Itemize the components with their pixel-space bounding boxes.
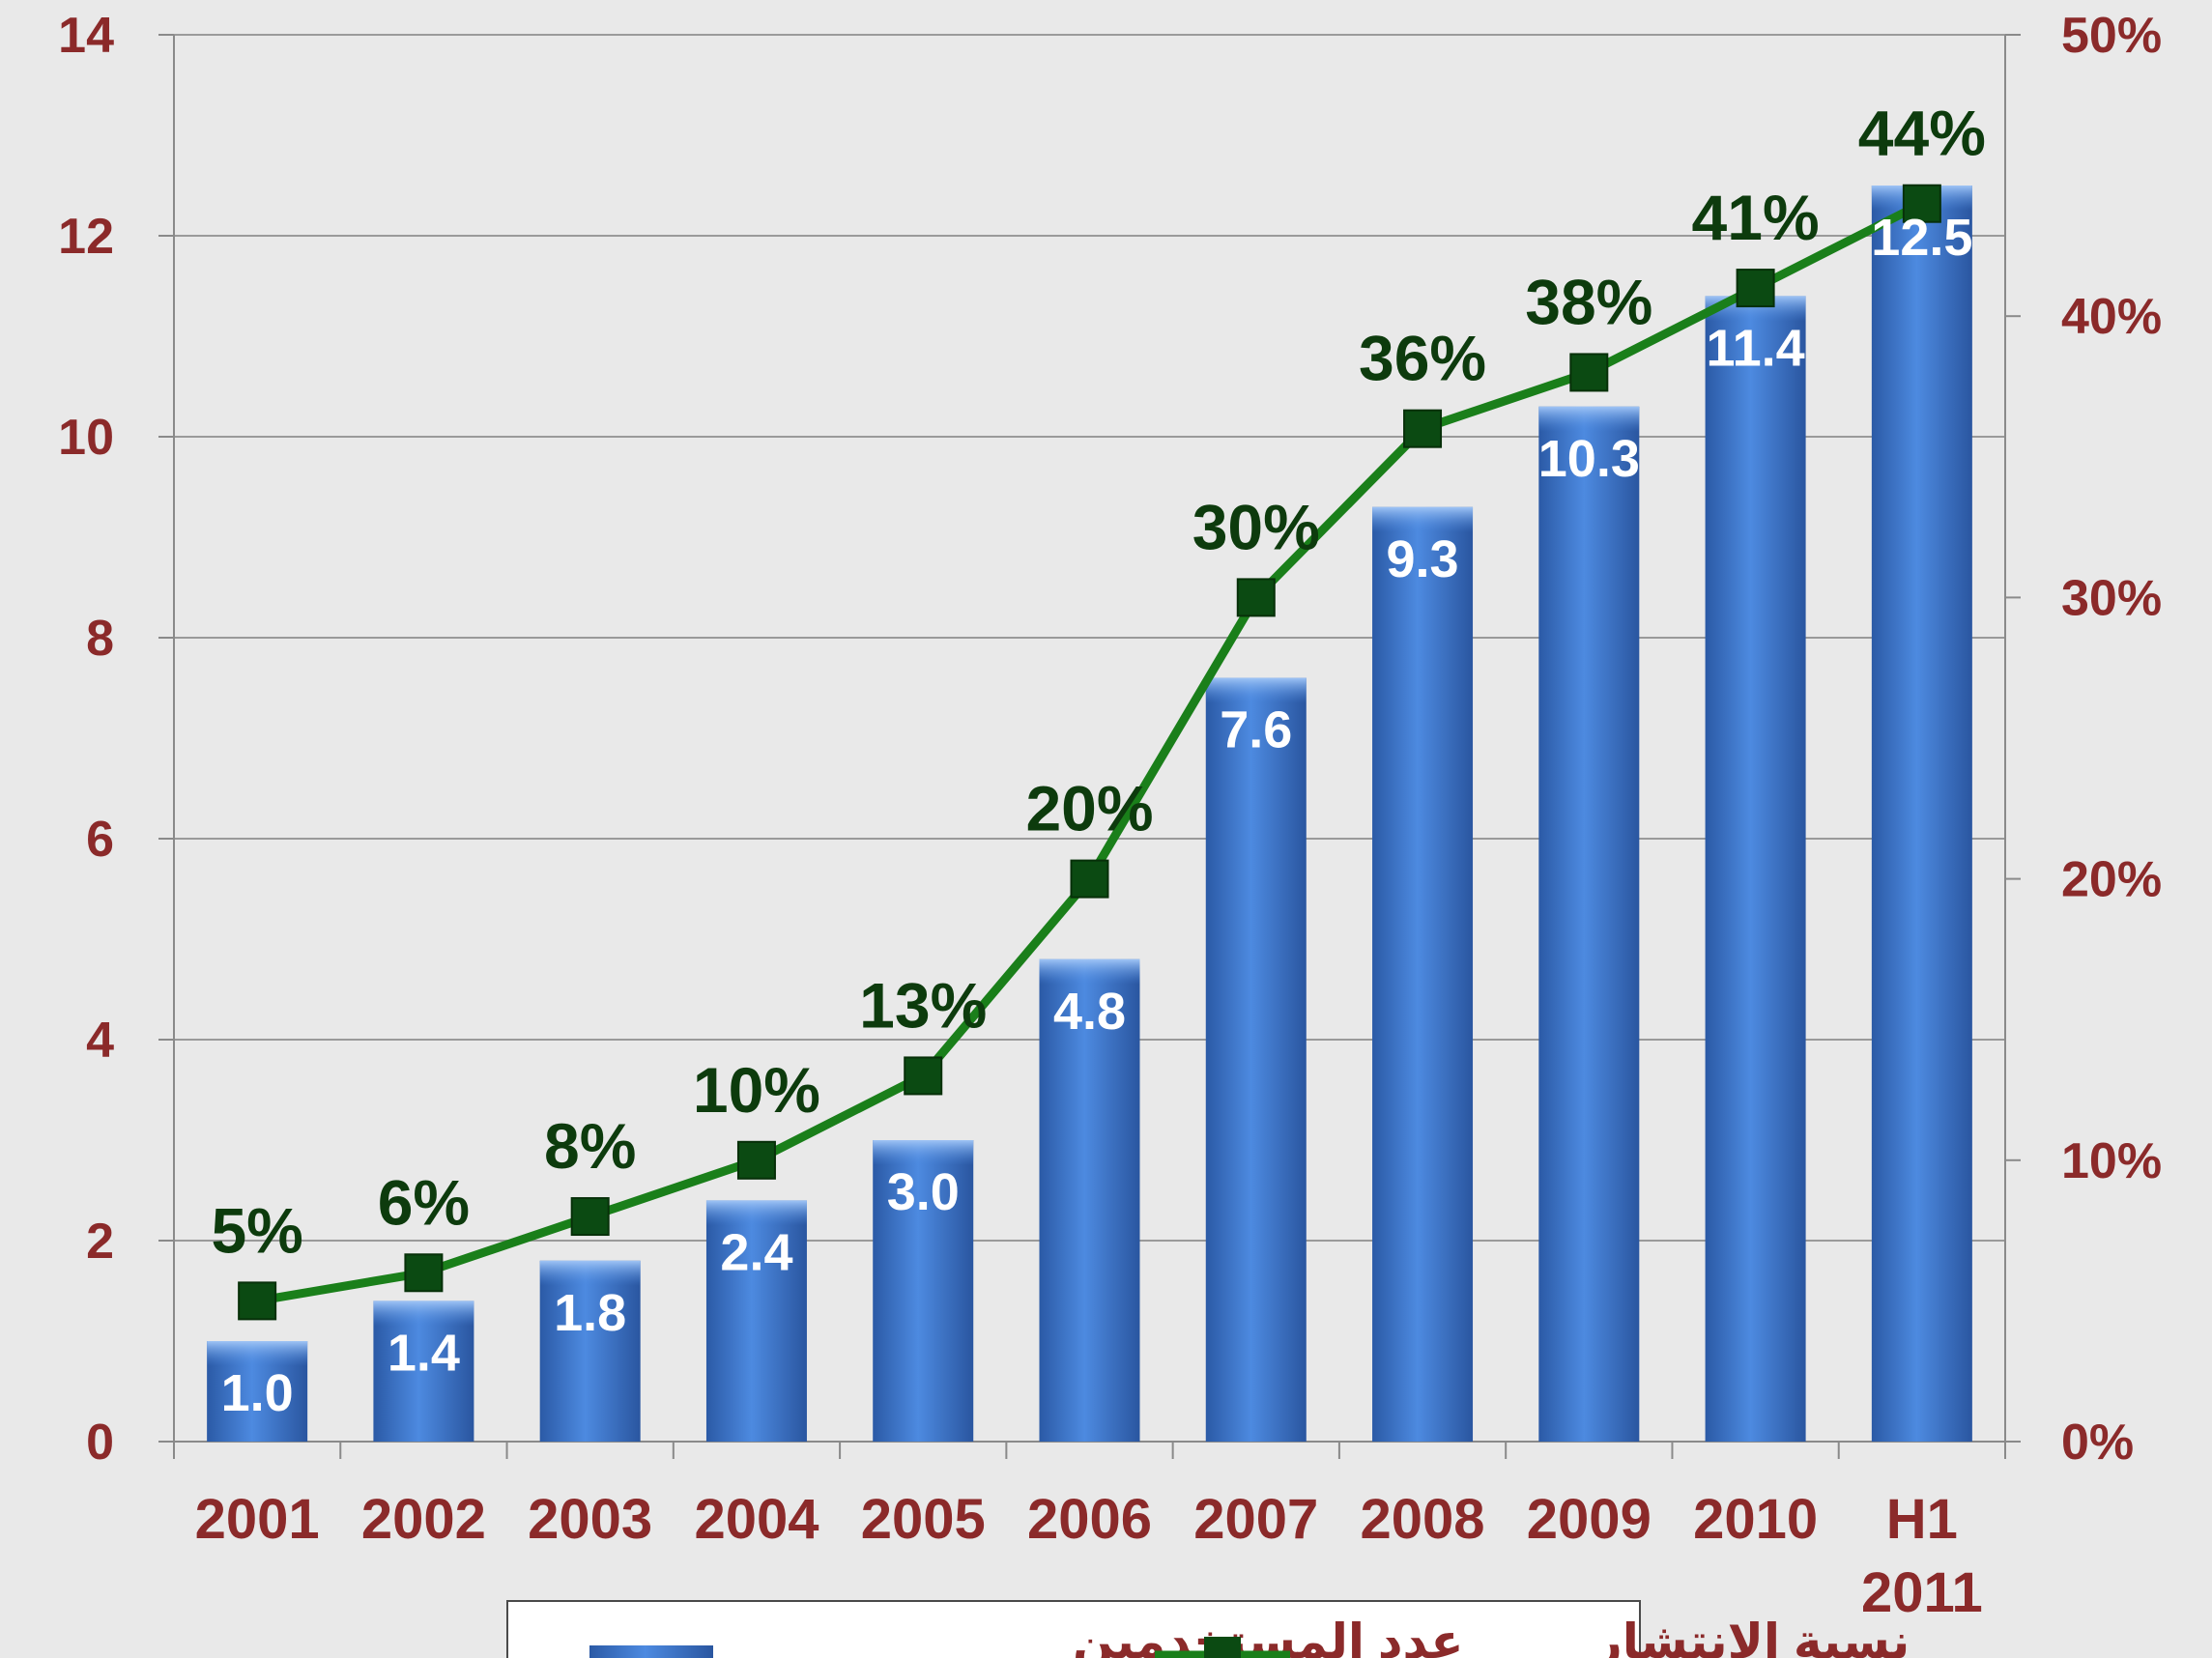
bar-value-label: 1.4	[388, 1324, 460, 1382]
bar-value-label: 7.6	[1220, 701, 1292, 759]
bar-value-label: 4.8	[1053, 983, 1126, 1041]
line-marker	[1403, 409, 1443, 448]
y-right-tick-label: 0%	[2061, 1415, 2134, 1471]
bar	[1039, 958, 1140, 1442]
line-marker	[1902, 184, 1941, 223]
line-value-label: 41%	[1692, 182, 1820, 253]
line-value-label: 13%	[859, 969, 987, 1041]
bar-value-label: 2.4	[720, 1223, 792, 1281]
bar-highlight	[705, 1200, 807, 1226]
line-marker	[238, 1281, 277, 1321]
legend-line-label: نسبة الانتشار	[1592, 1615, 1910, 1658]
line-value-label: 30%	[1192, 491, 1320, 562]
line-value-label: 20%	[1025, 773, 1153, 844]
bar	[539, 1260, 641, 1442]
y-left-tick-label: 8	[86, 611, 114, 667]
line-marker	[1736, 269, 1775, 308]
bar-highlight	[207, 1341, 308, 1366]
bar	[1372, 506, 1474, 1442]
x-tick-label: 2008	[1361, 1488, 1485, 1551]
grid-lines	[174, 34, 2005, 1242]
bar-value-label: 1.0	[221, 1364, 294, 1422]
y-left-tick-label: 10	[58, 410, 114, 466]
bar-highlight	[1205, 677, 1307, 703]
data-labels: 1.0 1.4 1.8 2.4 3.0 4.8 7.6 9.3 10.3 11.4 12.5 5% 6%…	[211, 98, 1985, 1422]
y-left-tick-label: 2	[86, 1214, 114, 1270]
line-series	[238, 184, 1941, 1321]
bar-value-label: 9.3	[1387, 530, 1459, 588]
line-value-label: 36%	[1359, 323, 1486, 394]
y-right-tick-label: 30%	[2061, 570, 2162, 626]
legend: عدد المستخدمين نسبة الانتشار	[506, 1600, 1910, 1658]
y-left-tick-label: 0	[86, 1415, 114, 1471]
line-marker	[736, 1140, 776, 1180]
axes: 0 2 4 6 8 10 12 14 0% 10% 20% 30% 40% 50% 2001 2002 2003…	[58, 8, 2162, 1624]
line-value-label: 8%	[544, 1110, 636, 1182]
line-value-label: 44%	[1858, 98, 1986, 169]
legend-bar-swatch	[589, 1645, 713, 1658]
bar-value-label: 12.5	[1871, 209, 1972, 267]
bar	[1538, 406, 1640, 1442]
bar-highlight	[1372, 506, 1474, 532]
bar	[873, 1140, 974, 1442]
x-tick-label: 2002	[361, 1488, 486, 1551]
line-value-label: 5%	[211, 1194, 302, 1266]
bar-highlight	[539, 1260, 641, 1286]
y-left-tick-label: 6	[86, 812, 114, 868]
y-left-tick-label: 12	[58, 209, 114, 265]
bar-highlight	[1538, 406, 1640, 432]
bar-series	[207, 186, 1972, 1442]
bar-value-label: 10.3	[1538, 430, 1640, 488]
line-value-label: 6%	[378, 1166, 470, 1238]
line-marker	[1070, 859, 1109, 899]
x-tick-label: 2001	[195, 1488, 320, 1551]
bar-highlight	[373, 1301, 474, 1327]
x-tick-label: 2004	[694, 1488, 819, 1551]
line-marker	[1569, 353, 1609, 392]
y-left-tick-label: 14	[58, 8, 114, 64]
bar	[1871, 186, 1972, 1442]
line-marker	[404, 1253, 444, 1293]
y-right-tick-label: 40%	[2061, 289, 2162, 345]
bar-value-label: 1.8	[554, 1284, 626, 1342]
bar-value-label: 3.0	[887, 1163, 960, 1221]
y-right-tick-label: 50%	[2061, 8, 2162, 64]
legend-line-marker	[1204, 1637, 1241, 1658]
x-tick-label: 2003	[528, 1488, 652, 1551]
y-left-tick-label: 4	[86, 1013, 114, 1069]
x-tick-label: H1 2011	[1861, 1488, 1983, 1624]
bar	[705, 1200, 807, 1442]
y-right-tick-label: 10%	[2061, 1133, 2162, 1189]
line-marker	[570, 1197, 610, 1237]
line-value-label: 38%	[1525, 266, 1652, 337]
line-marker	[1236, 578, 1276, 617]
bar	[1205, 677, 1307, 1442]
bar-highlight	[1039, 958, 1140, 985]
line-value-label: 10%	[693, 1054, 820, 1126]
x-tick-label: 2005	[861, 1488, 986, 1551]
bar	[1705, 296, 1806, 1442]
line-marker	[904, 1056, 943, 1096]
x-tick-label: 2006	[1027, 1488, 1152, 1551]
y-right-tick-label: 20%	[2061, 852, 2162, 908]
x-tick-label: 2007	[1193, 1488, 1318, 1551]
x-tick-label: 2009	[1527, 1488, 1652, 1551]
bar-value-label: 11.4	[1707, 319, 1805, 377]
bar-highlight	[873, 1140, 974, 1165]
x-tick-label: 2010	[1693, 1488, 1818, 1551]
